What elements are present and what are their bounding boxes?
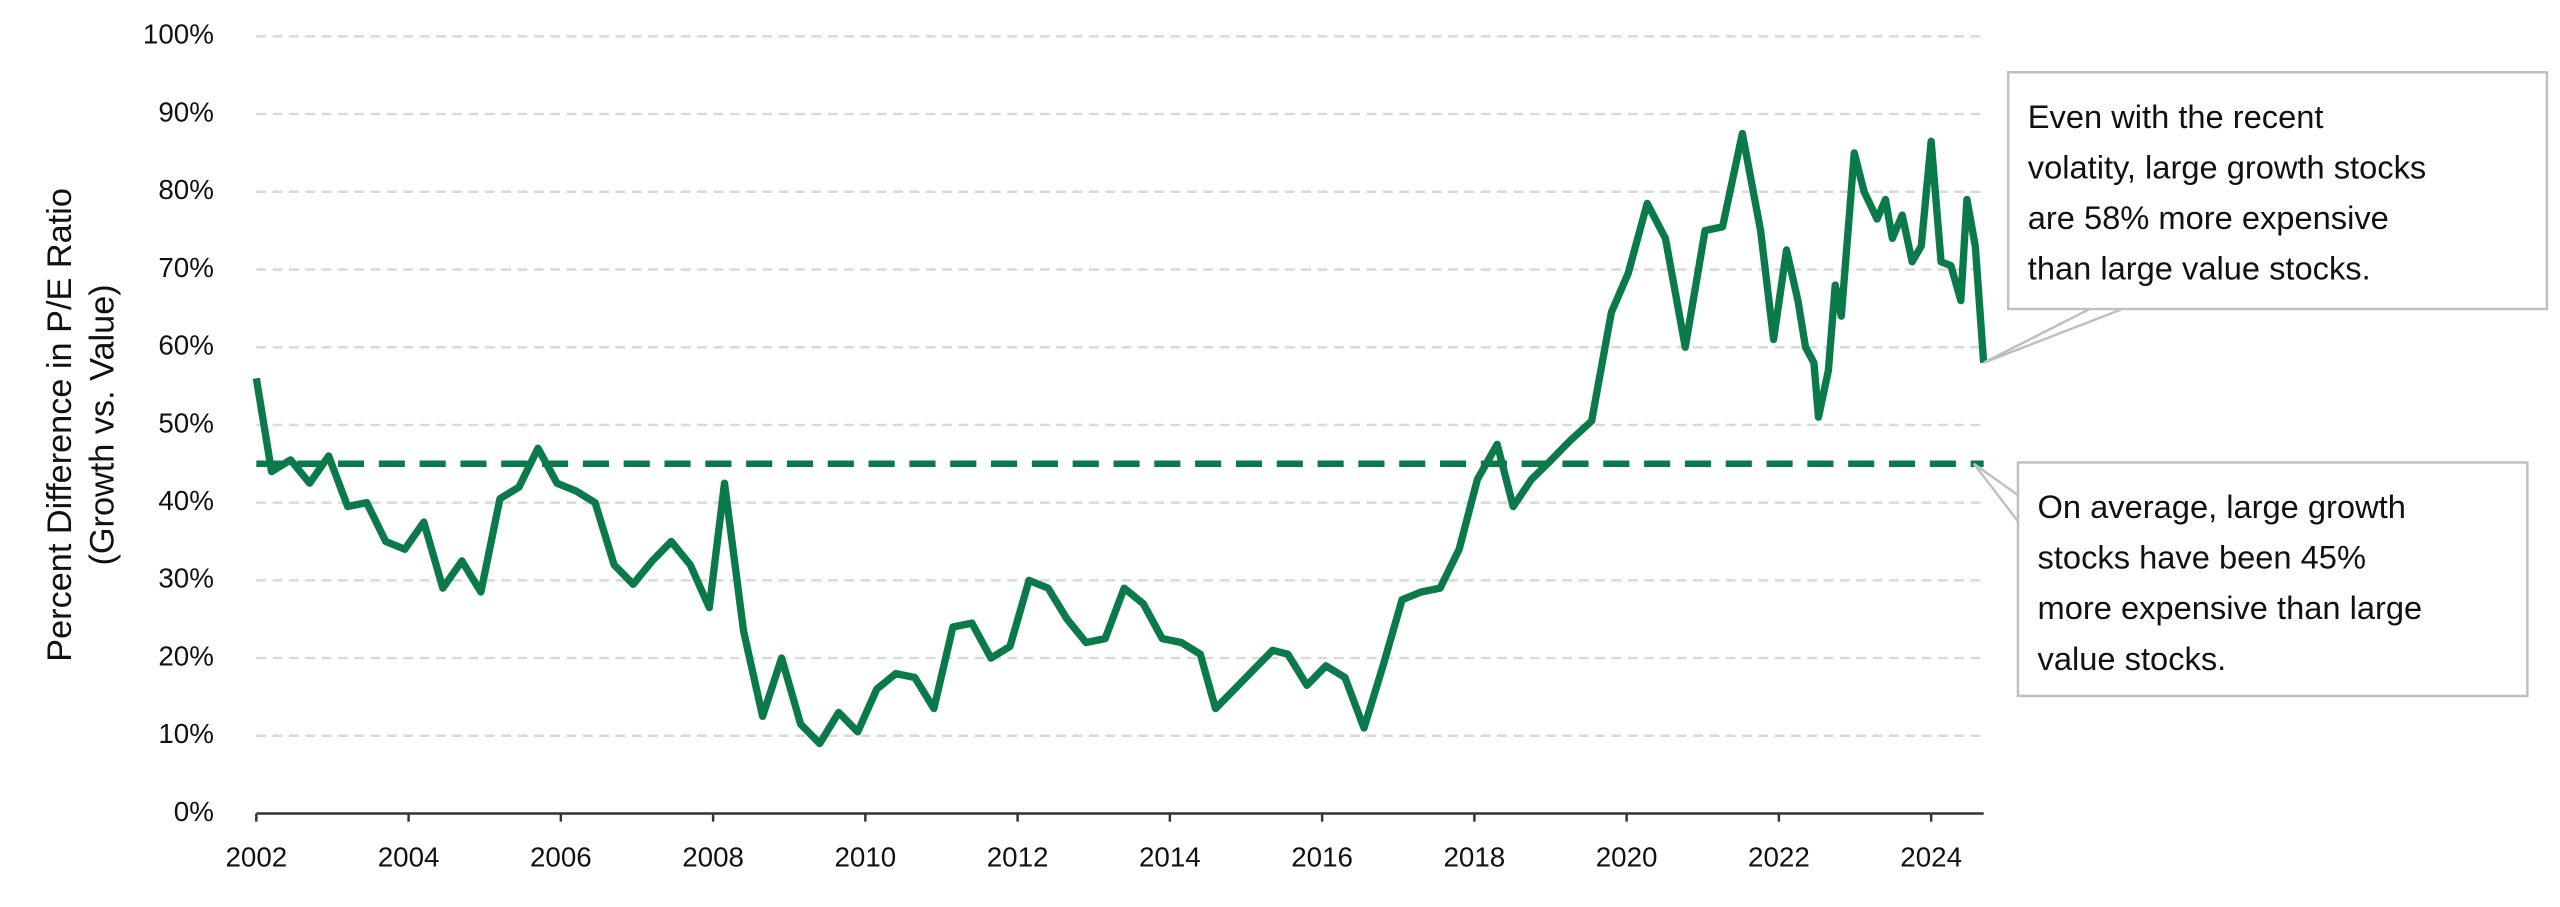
y-tick-label: 10% [158,718,214,749]
callout-text: are 58% more expensive [2028,199,2389,236]
series-line [252,129,1988,748]
callout-box [2016,461,2529,698]
x-tick-label: 2016 [1291,842,1353,873]
y-tick-label: 30% [158,563,214,594]
y-axis-label: Percent Difference in P/E Ratio [41,188,79,662]
x-tick-label: 2008 [682,842,744,873]
callout-leader [1972,462,2019,523]
y-tick-label: 90% [158,96,214,127]
y-tick-label: 80% [158,174,214,205]
callout-text: value stocks. [2038,640,2227,677]
y-tick-label: 50% [158,407,214,438]
x-tick-label: 2006 [530,842,592,873]
y-axis-label: (Growth vs. Value) [84,284,122,565]
y-tick-label: 20% [158,640,214,671]
callout-text: more expensive than large [2038,589,2423,626]
y-tick-label: 100% [143,19,214,50]
callout-box [2006,71,2549,311]
x-tick-label: 2018 [1444,842,1506,873]
callout-text: volatity, large growth stocks [2028,148,2427,185]
callout-text: than large value stocks. [2028,250,2371,287]
x-tick-label: 2004 [378,842,440,873]
callout-leader [1983,307,2123,364]
x-tick-label: 2010 [834,842,896,873]
x-tick-label: 2012 [987,842,1049,873]
y-tick-label: 70% [158,252,214,283]
x-tick-label: 2022 [1748,842,1810,873]
x-tick-label: 2014 [1139,842,1201,873]
y-tick-label: 60% [158,330,214,361]
callout-text: stocks have been 45% [2038,539,2366,576]
x-tick-label: 2002 [225,842,287,873]
y-tick-label: 0% [174,796,214,827]
callout-text: On average, large growth [2038,488,2406,525]
x-tick-label: 2020 [1596,842,1658,873]
callout-text: Even with the recent [2028,98,2324,135]
y-tick-label: 40% [158,485,214,516]
x-tick-label: 2024 [1900,842,1962,873]
